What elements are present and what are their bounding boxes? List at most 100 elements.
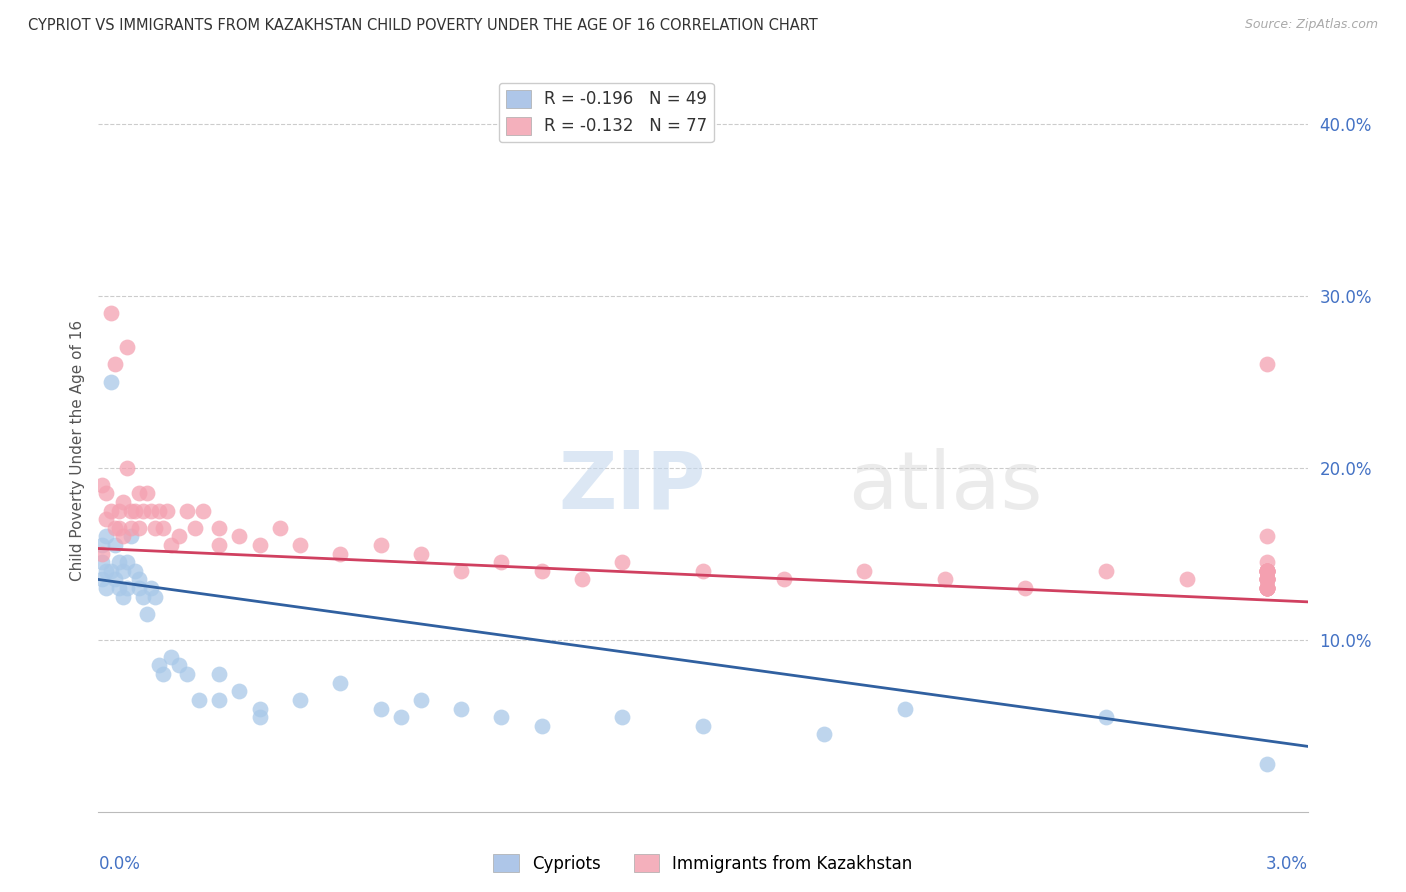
- Point: [612, 710, 634, 724]
- Point: [1256, 581, 1278, 595]
- Point: [269, 521, 291, 535]
- Point: [1256, 573, 1278, 587]
- Point: [139, 581, 162, 595]
- Point: [1095, 710, 1118, 724]
- Point: [329, 675, 352, 690]
- Point: [208, 538, 231, 552]
- Y-axis label: Child Poverty Under the Age of 16: Child Poverty Under the Age of 16: [69, 320, 84, 581]
- Point: [152, 521, 174, 535]
- Point: [152, 667, 174, 681]
- Point: [1256, 573, 1278, 587]
- Point: [103, 573, 125, 587]
- Point: [249, 710, 271, 724]
- Point: [107, 503, 129, 517]
- Point: [120, 521, 142, 535]
- Legend: R = -0.196   N = 49, R = -0.132   N = 77: R = -0.196 N = 49, R = -0.132 N = 77: [499, 83, 714, 142]
- Point: [148, 658, 170, 673]
- Point: [249, 701, 271, 715]
- Point: [370, 701, 392, 715]
- Legend: Cypriots, Immigrants from Kazakhstan: Cypriots, Immigrants from Kazakhstan: [486, 847, 920, 880]
- Point: [208, 693, 231, 707]
- Point: [249, 538, 271, 552]
- Point: [135, 607, 157, 621]
- Point: [91, 573, 114, 587]
- Point: [1256, 573, 1278, 587]
- Point: [135, 486, 157, 500]
- Point: [167, 658, 190, 673]
- Point: [370, 538, 392, 552]
- Point: [1256, 564, 1278, 578]
- Point: [893, 701, 915, 715]
- Point: [1256, 564, 1278, 578]
- Point: [450, 701, 472, 715]
- Point: [115, 340, 138, 354]
- Point: [1256, 564, 1278, 578]
- Point: [1256, 581, 1278, 595]
- Point: [111, 529, 134, 543]
- Point: [115, 581, 138, 595]
- Point: [143, 521, 166, 535]
- Point: [111, 495, 134, 509]
- Point: [128, 573, 150, 587]
- Point: [692, 719, 714, 733]
- Point: [107, 521, 129, 535]
- Point: [160, 649, 183, 664]
- Point: [167, 529, 190, 543]
- Point: [450, 564, 472, 578]
- Text: 0.0%: 0.0%: [98, 855, 141, 873]
- Point: [156, 503, 179, 517]
- Point: [329, 547, 352, 561]
- Point: [91, 547, 114, 561]
- Point: [96, 581, 118, 595]
- Point: [853, 564, 876, 578]
- Point: [409, 547, 432, 561]
- Point: [111, 564, 134, 578]
- Point: [530, 719, 553, 733]
- Point: [1256, 581, 1278, 595]
- Point: [1256, 564, 1278, 578]
- Text: atlas: atlas: [848, 448, 1042, 525]
- Point: [1095, 564, 1118, 578]
- Point: [124, 564, 146, 578]
- Point: [1256, 529, 1278, 543]
- Point: [389, 710, 412, 724]
- Point: [103, 521, 125, 535]
- Point: [288, 538, 311, 552]
- Point: [132, 503, 155, 517]
- Point: [120, 529, 142, 543]
- Point: [491, 710, 513, 724]
- Point: [813, 727, 835, 741]
- Point: [103, 358, 125, 372]
- Point: [228, 684, 250, 698]
- Point: [1256, 573, 1278, 587]
- Point: [409, 693, 432, 707]
- Point: [96, 529, 118, 543]
- Point: [1256, 573, 1278, 587]
- Point: [132, 590, 155, 604]
- Point: [139, 503, 162, 517]
- Point: [96, 512, 118, 526]
- Point: [176, 503, 198, 517]
- Point: [96, 564, 118, 578]
- Point: [124, 503, 146, 517]
- Point: [103, 538, 125, 552]
- Point: [96, 486, 118, 500]
- Point: [100, 306, 122, 320]
- Text: CYPRIOT VS IMMIGRANTS FROM KAZAKHSTAN CHILD POVERTY UNDER THE AGE OF 16 CORRELAT: CYPRIOT VS IMMIGRANTS FROM KAZAKHSTAN CH…: [28, 18, 818, 33]
- Point: [1256, 581, 1278, 595]
- Point: [1256, 573, 1278, 587]
- Point: [148, 503, 170, 517]
- Point: [184, 521, 207, 535]
- Text: 3.0%: 3.0%: [1265, 855, 1308, 873]
- Point: [1256, 581, 1278, 595]
- Point: [100, 375, 122, 389]
- Text: ZIP: ZIP: [558, 448, 706, 525]
- Point: [143, 590, 166, 604]
- Point: [1256, 756, 1278, 771]
- Point: [115, 555, 138, 569]
- Point: [91, 478, 114, 492]
- Point: [571, 573, 593, 587]
- Point: [1256, 581, 1278, 595]
- Point: [128, 486, 150, 500]
- Point: [1256, 573, 1278, 587]
